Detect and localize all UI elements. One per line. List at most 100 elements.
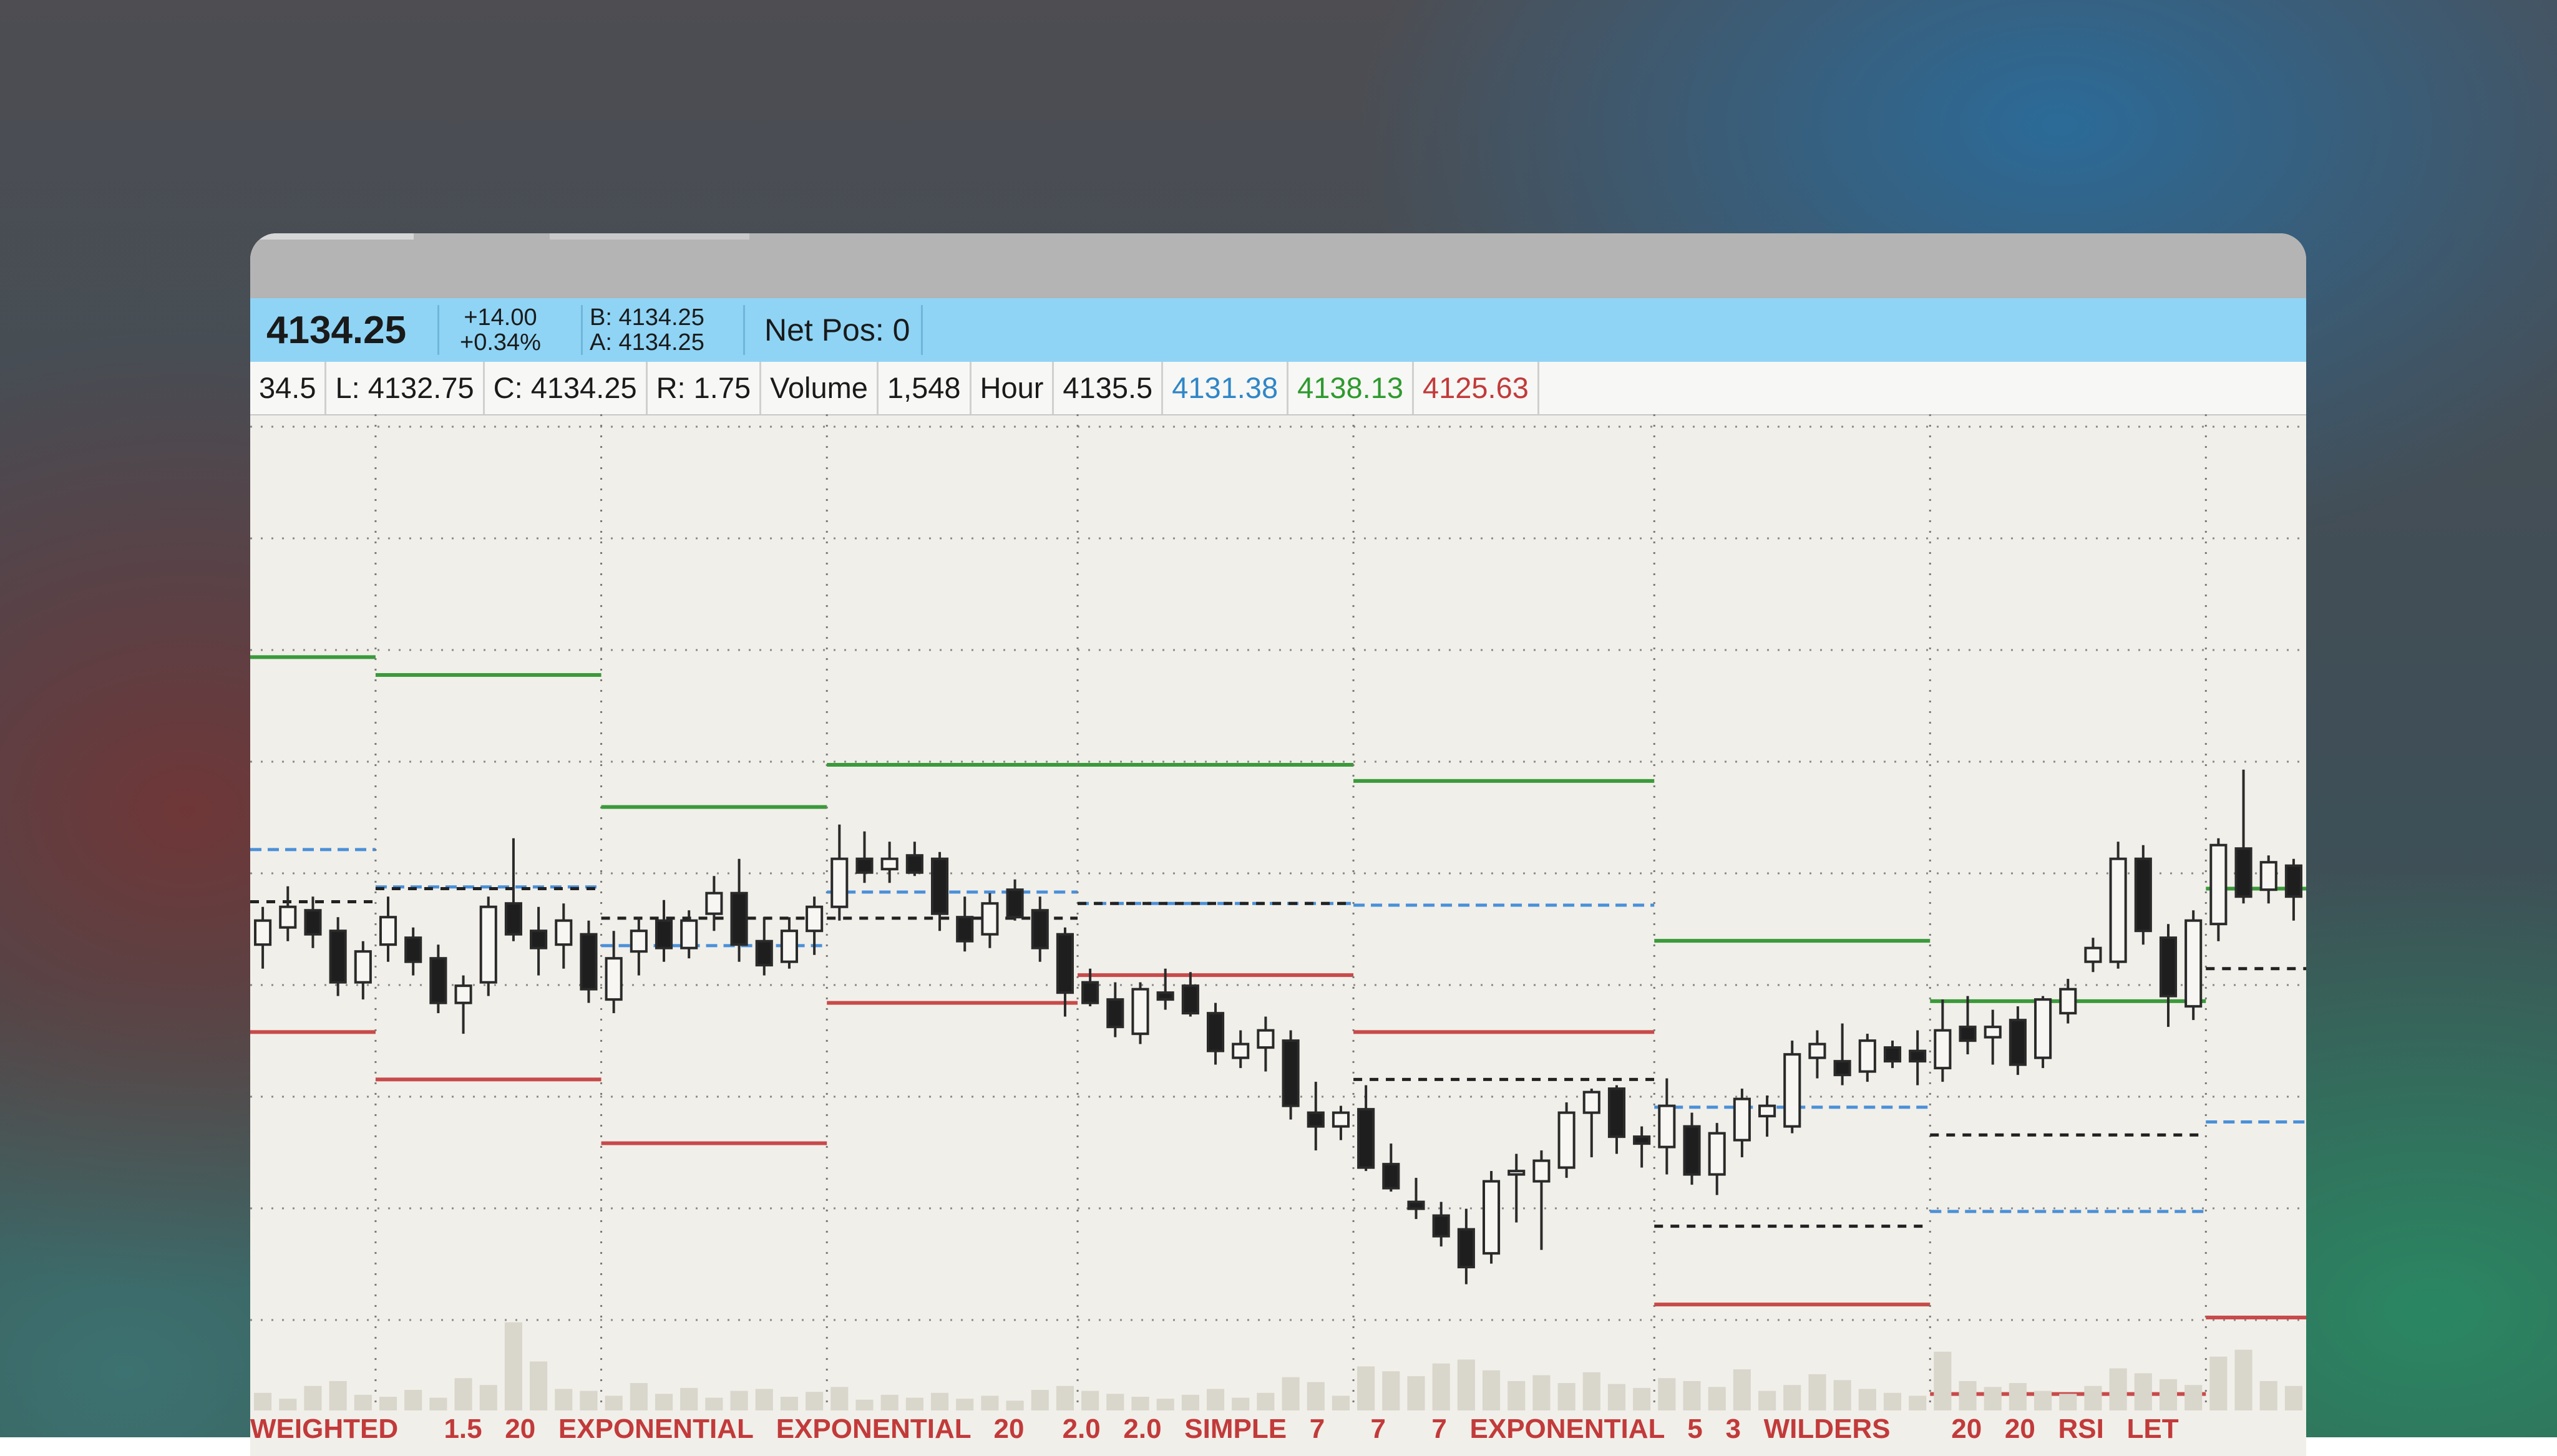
candle-body [1808, 1042, 1826, 1059]
candle-body [2009, 1019, 2027, 1066]
info-cell: 34.5 [250, 362, 327, 414]
volume-bar [2134, 1373, 2152, 1410]
separator [743, 305, 745, 355]
candle-body [1959, 1026, 1977, 1042]
volume-bar [755, 1389, 773, 1410]
studies-text: WEIGHTED 1.5 20 EXPONENTIAL EXPONENTIAL … [250, 1414, 2179, 1444]
volume-bar [254, 1392, 272, 1410]
volume-bar [379, 1397, 397, 1410]
chart [250, 414, 2306, 1410]
volume-bar [680, 1387, 698, 1410]
candle-body [1181, 984, 1199, 1015]
candle-body [605, 957, 623, 1001]
bid-text: B: 4134.25 [590, 304, 704, 331]
volume-bar [830, 1387, 849, 1410]
info-cell: Hour [972, 362, 1054, 414]
volume-bar [1633, 1387, 1651, 1410]
volume-bar [1131, 1397, 1149, 1410]
candle-body [755, 939, 773, 967]
volume-bar [404, 1390, 422, 1410]
candle-body [1232, 1042, 1250, 1059]
last-price-text: 4134.25 [266, 308, 407, 352]
tab[interactable] [250, 233, 414, 240]
candle-body [1733, 1097, 1751, 1142]
volume-bar [1357, 1366, 1375, 1410]
volume-bar [1532, 1375, 1551, 1410]
candle-body [905, 854, 923, 874]
net-position-text: Net Pos: 0 [764, 313, 910, 347]
volume-bar [1081, 1390, 1099, 1410]
candle-body [1883, 1046, 1902, 1063]
volume-bar [1156, 1399, 1174, 1410]
volume-bar [2034, 1390, 2052, 1410]
volume-bar [1733, 1369, 1751, 1410]
candle-body [580, 933, 598, 991]
candle-body [329, 929, 347, 984]
candle-body [1156, 991, 1174, 1001]
candle-body [1582, 1090, 1600, 1114]
candle-body [1483, 1180, 1501, 1255]
candle-body [2259, 861, 2277, 891]
candle-body [806, 905, 824, 933]
candle-body [279, 905, 297, 929]
volume-bar [806, 1392, 824, 1410]
candle-body [1507, 1170, 1526, 1176]
candle-body [1457, 1228, 1475, 1269]
volume-bar [1307, 1382, 1325, 1410]
volume-bar [1758, 1390, 1776, 1410]
volume-bar [1282, 1377, 1300, 1410]
last-price: 4134.25 [266, 298, 406, 362]
volume-bar [479, 1385, 497, 1410]
volume-bar [880, 1394, 899, 1410]
volume-bar [555, 1389, 573, 1410]
change: +14.00 +0.34% [460, 298, 541, 362]
candle-body [930, 857, 949, 915]
volume-bar [1808, 1374, 1826, 1410]
volume-bar [1783, 1385, 1801, 1410]
candle-body [655, 919, 673, 949]
tab[interactable] [550, 233, 749, 240]
change-text: +14.00 [464, 304, 537, 331]
candle-body [1683, 1125, 1701, 1176]
candle-body [2084, 946, 2102, 963]
candle-body [354, 950, 372, 984]
info-cell: 4131.38 [1163, 362, 1289, 414]
candle-body [1783, 1053, 1801, 1128]
volume-bar [1106, 1394, 1124, 1410]
volume-bar [1582, 1372, 1600, 1410]
candle-body [304, 909, 322, 936]
candle-body [630, 929, 648, 953]
candle-body [1307, 1111, 1325, 1128]
candle-body [780, 929, 798, 963]
volume-bar [279, 1399, 297, 1410]
candle-body [2234, 847, 2253, 898]
candle-body [1833, 1060, 1851, 1077]
candle-body [1006, 888, 1024, 919]
volume-bar [2209, 1356, 2228, 1410]
candle-body [2284, 864, 2302, 898]
info-cell: L: 4132.75 [326, 362, 485, 414]
volume-bar [1984, 1387, 2002, 1410]
volume-bar [580, 1390, 598, 1410]
candle-body [1633, 1135, 1651, 1145]
volume-bar [329, 1381, 347, 1410]
candle-body [479, 905, 497, 984]
volume-bar [1382, 1371, 1400, 1410]
volume-bar [1909, 1395, 1927, 1410]
candle-body [1858, 1039, 1876, 1073]
ask-text: A: 4134.25 [590, 329, 704, 356]
volume-bar [1557, 1383, 1576, 1410]
volume-bar [1607, 1384, 1626, 1410]
candle-body [1607, 1087, 1626, 1138]
volume-bar [2059, 1394, 2077, 1410]
info-row: 34.5 L: 4132.75 C: 4134.25 R: 1.75 Volume 1,5… [250, 362, 2306, 415]
volume-bar [1206, 1389, 1225, 1410]
volume-bar [354, 1394, 372, 1410]
volume-bar [1833, 1380, 1851, 1410]
volume-bar [1031, 1390, 1049, 1410]
bid-ask: B: 4134.25 A: 4134.25 [590, 298, 704, 362]
volume-bar [1708, 1387, 1726, 1410]
volume-bar [1507, 1381, 1526, 1410]
volume-bar [1858, 1389, 1876, 1410]
candle-body [1206, 1012, 1225, 1052]
